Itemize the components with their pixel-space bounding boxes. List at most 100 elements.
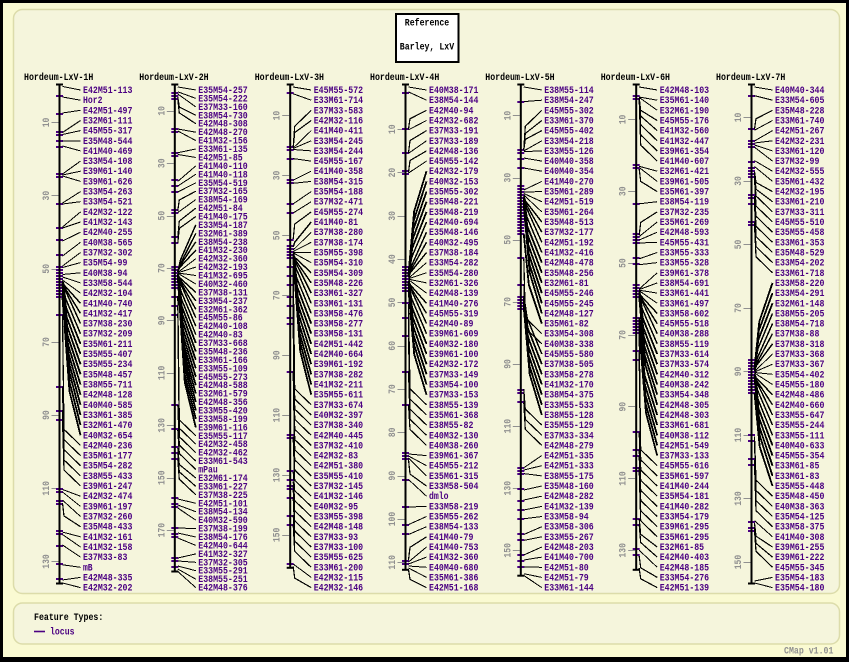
svg-text:90: 90	[618, 402, 629, 412]
svg-text:E33M58-375: E33M58-375	[775, 522, 824, 533]
svg-text:E37M33-83: E37M33-83	[83, 552, 127, 563]
svg-text:E32M61-470: E32M61-470	[83, 420, 132, 431]
svg-text:E45M55-317: E45M55-317	[83, 126, 132, 137]
svg-text:70: 70	[272, 290, 283, 300]
svg-text:E37M33-100: E37M33-100	[314, 542, 363, 553]
svg-text:E41M40-244: E41M40-244	[660, 481, 709, 492]
svg-text:70: 70	[41, 337, 52, 347]
svg-text:E35M61-177: E35M61-177	[83, 451, 132, 462]
svg-text:50: 50	[502, 235, 513, 245]
svg-text:E35M54-257: E35M54-257	[198, 85, 247, 96]
svg-text:E39M61-247: E39M61-247	[83, 481, 132, 492]
svg-text:E45M55-176: E45M55-176	[660, 116, 709, 127]
svg-text:E42M32-172: E42M32-172	[429, 359, 478, 370]
svg-text:E41M40-358: E41M40-358	[314, 166, 363, 177]
svg-text:E42M48-356: E42M48-356	[198, 397, 247, 408]
svg-text:E35M48-219: E35M48-219	[429, 207, 478, 218]
svg-text:E32M61-174: E32M61-174	[198, 473, 247, 484]
svg-text:E42M51-497: E42M51-497	[83, 105, 132, 116]
svg-text:E42M48-478: E42M48-478	[544, 258, 593, 269]
svg-text:E37M33-191: E37M33-191	[429, 126, 478, 137]
svg-text:E41M32-161: E41M32-161	[83, 532, 132, 543]
svg-text:30: 30	[387, 211, 398, 221]
svg-text:E42M32-202: E42M32-202	[83, 583, 132, 594]
svg-text:Barley, LxV: Barley, LxV	[400, 42, 455, 53]
svg-text:30: 30	[618, 186, 629, 196]
svg-text:60: 60	[387, 341, 398, 351]
svg-text:50: 50	[156, 211, 167, 221]
svg-text:90: 90	[387, 471, 398, 481]
svg-text:E32M61-579: E32M61-579	[198, 389, 247, 400]
svg-text:150: 150	[272, 528, 283, 543]
svg-text:E42M40-660: E42M40-660	[775, 400, 824, 411]
svg-text:E41M32-360: E41M32-360	[429, 552, 478, 563]
svg-text:Feature Types:: Feature Types:	[34, 612, 103, 623]
svg-text:E42M48-279: E42M48-279	[544, 440, 593, 451]
svg-text:E42M51-80: E42M51-80	[544, 562, 588, 573]
svg-text:E33M58-278: E33M58-278	[544, 369, 593, 380]
svg-text:E42M32-179: E42M32-179	[429, 166, 478, 177]
svg-text:E33M55-328: E33M55-328	[660, 258, 709, 269]
svg-text:E33M61-681: E33M61-681	[660, 420, 709, 431]
svg-text:E33M61-200: E33M61-200	[314, 562, 363, 573]
svg-text:E32M61-85: E32M61-85	[660, 542, 704, 553]
svg-text:E33M61-210: E33M61-210	[775, 197, 824, 208]
svg-text:10: 10	[387, 124, 398, 134]
svg-text:E37M33-153: E37M33-153	[429, 390, 478, 401]
svg-text:E40M38-338: E40M38-338	[544, 339, 593, 350]
svg-text:10: 10	[41, 118, 52, 128]
svg-text:E37M33-133: E37M33-133	[660, 451, 709, 462]
svg-text:E35M48-221: E35M48-221	[429, 197, 478, 208]
svg-text:E41M40-469: E41M40-469	[83, 146, 132, 157]
svg-text:30: 30	[41, 191, 52, 201]
svg-text:E35M48-160: E35M48-160	[544, 481, 593, 492]
svg-text:E39M61-609: E39M61-609	[429, 329, 478, 340]
svg-text:E41M32-695: E41M32-695	[198, 271, 247, 282]
svg-text:E40M32-397: E40M32-397	[314, 410, 363, 421]
svg-text:E35M61-264: E35M61-264	[544, 207, 593, 218]
svg-text:E40M32-130: E40M32-130	[429, 430, 478, 441]
svg-text:E35M48-544: E35M48-544	[83, 136, 132, 147]
svg-text:E37M38-282: E37M38-282	[314, 369, 363, 380]
svg-text:E45M55-167: E45M55-167	[314, 156, 363, 167]
svg-text:dmlo: dmlo	[429, 491, 449, 502]
svg-text:E45M55-273: E45M55-273	[198, 372, 247, 383]
svg-text:E39M61-100: E39M61-100	[429, 349, 478, 360]
svg-text:E33M61-166: E33M61-166	[198, 355, 247, 366]
svg-text:E42M32-462: E42M32-462	[198, 448, 247, 459]
svg-text:E40M32-654: E40M32-654	[83, 430, 132, 441]
svg-text:E33M58-219: E33M58-219	[429, 501, 478, 512]
svg-text:E35M55-458: E35M55-458	[775, 227, 824, 238]
svg-text:E35M48-146: E35M48-146	[429, 227, 478, 238]
svg-text:130: 130	[272, 468, 283, 483]
svg-text:E33M54-218: E33M54-218	[544, 136, 593, 147]
svg-text:E41M40-282: E41M40-282	[660, 501, 709, 512]
svg-text:130: 130	[502, 481, 513, 496]
svg-text:E41M40-411: E41M40-411	[314, 126, 363, 137]
svg-text:E42M40-255: E42M40-255	[83, 227, 132, 238]
svg-text:E42M51-113: E42M51-113	[83, 85, 132, 96]
svg-text:E33M55-533: E33M55-533	[544, 400, 593, 411]
svg-text:E41M32-156: E41M32-156	[198, 136, 247, 147]
svg-text:E33M61-327: E33M61-327	[314, 288, 363, 299]
svg-text:E42M51-442: E42M51-442	[314, 339, 363, 350]
svg-text:E35M61-397: E35M61-397	[660, 187, 709, 198]
svg-text:E38M54-375: E38M54-375	[544, 390, 593, 401]
svg-text:E41M32-416: E41M32-416	[544, 248, 593, 259]
svg-text:E35M48-450: E35M48-450	[775, 491, 824, 502]
svg-text:150: 150	[733, 555, 744, 570]
svg-text:70: 70	[387, 384, 398, 394]
svg-text:E33M55-647: E33M55-647	[775, 410, 824, 421]
svg-text:E41M32-170: E41M32-170	[544, 380, 593, 391]
svg-text:E33M58-220: E33M58-220	[775, 278, 824, 289]
svg-text:E33M61-144: E33M61-144	[544, 583, 593, 594]
svg-text:E42M48-270: E42M48-270	[198, 127, 247, 138]
svg-text:E35M48-226: E35M48-226	[314, 278, 363, 289]
svg-text:E35M54-125: E35M54-125	[775, 512, 824, 523]
svg-text:E41M40-607: E41M40-607	[660, 156, 709, 167]
svg-text:E37M38-199: E37M38-199	[198, 524, 247, 535]
svg-text:E33M55-111: E33M55-111	[775, 430, 824, 441]
svg-text:E40M38-242: E40M38-242	[660, 380, 709, 391]
svg-text:E38M54-691: E38M54-691	[660, 278, 709, 289]
svg-text:CMap v1.01: CMap v1.01	[784, 646, 833, 657]
